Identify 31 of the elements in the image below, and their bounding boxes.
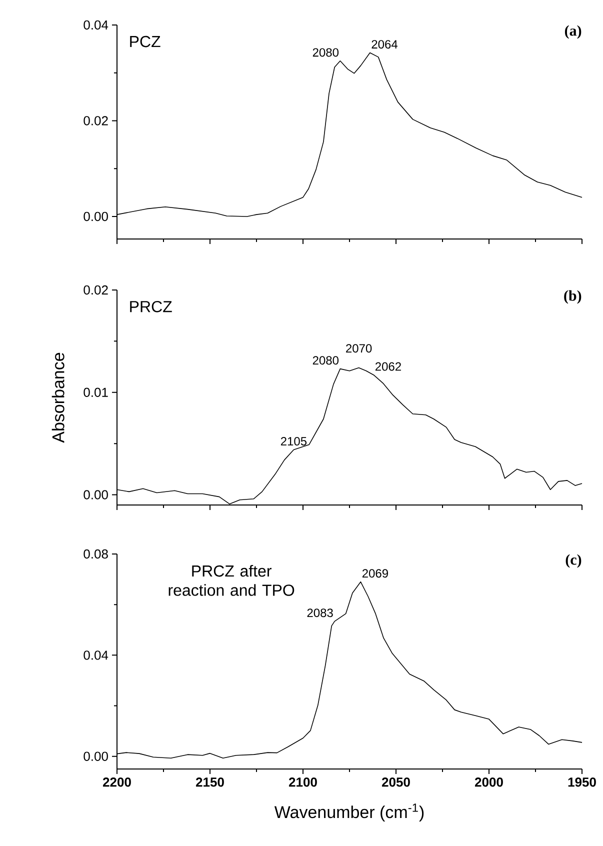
y-tick-label: 0.00 [84, 752, 108, 761]
annotation: PRCZ [130, 300, 172, 312]
y-tick-label: 0.01 [84, 388, 108, 397]
y-tick-label: 0.00 [84, 490, 108, 500]
x-axis-title: Wavenumber (cm$^{-1}$) [274, 804, 424, 822]
y-tick-label: 0.00 [84, 212, 108, 222]
x-tick-label: 1950 [568, 778, 596, 787]
annotation: (c) [566, 554, 582, 568]
annotation: 2069 [362, 569, 388, 578]
annotation: 2105 [280, 437, 307, 446]
y-tick-label: 0.02 [84, 285, 108, 295]
annotation: (b) [564, 290, 582, 304]
annotation: 2062 [375, 362, 401, 371]
y-tick-label: 0.02 [84, 116, 108, 126]
x-tick-label: 2000 [474, 778, 503, 787]
x-tick-label: 2100 [288, 778, 317, 787]
y-axis-title: Absorbance [52, 352, 64, 443]
y-tick-label: 0.08 [84, 549, 108, 559]
x-tick-label: 2150 [196, 778, 224, 787]
annotation: 2064 [372, 40, 398, 49]
y-tick-label: 0.04 [84, 20, 108, 30]
x-tick-label: 2200 [102, 778, 131, 787]
annotation: PRCZ after reaction and TPO [168, 564, 294, 596]
annotation: PCZ [130, 36, 160, 48]
annotation: 2080 [312, 356, 339, 365]
annotation: 2083 [307, 608, 333, 618]
y-tick-label: 0.04 [84, 650, 108, 660]
x-tick-label: 2050 [382, 778, 410, 787]
annotation: 2080 [312, 48, 339, 57]
annotation: (a) [564, 25, 582, 39]
annotation: 2070 [346, 344, 372, 353]
